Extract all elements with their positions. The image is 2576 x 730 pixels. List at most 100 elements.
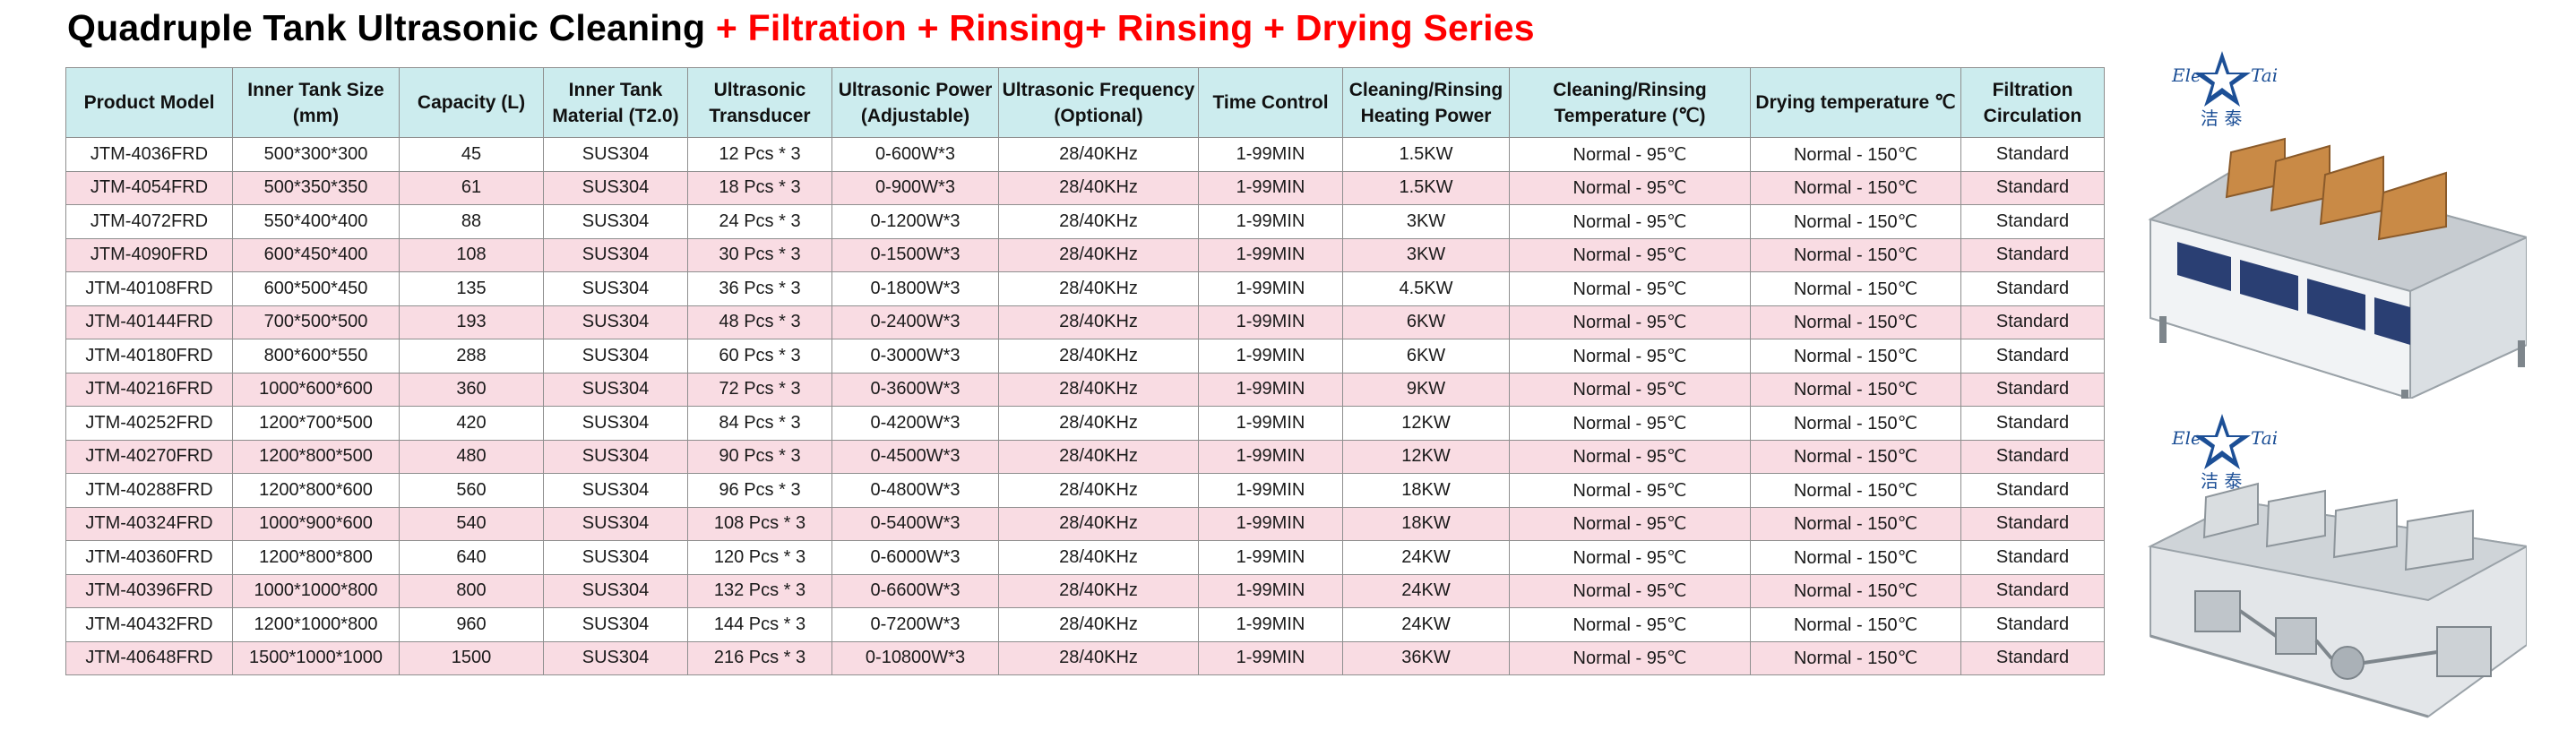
cell-frequency: 28/40KHz (998, 439, 1199, 474)
cell-transducer: 24 Pcs * 3 (687, 204, 832, 239)
cell-tank-size: 550*400*400 (232, 204, 400, 239)
cell-model: JTM-40432FRD (65, 607, 233, 642)
cell-time-control: 1-99MIN (1198, 439, 1343, 474)
header-row: Product Model Inner Tank Size (mm) Capac… (65, 67, 2105, 138)
cell-transducer: 48 Pcs * 3 (687, 305, 832, 339)
cell-heating-power: 24KW (1342, 540, 1510, 575)
cell-filtration: Standard (1960, 540, 2105, 575)
table-row: JTM-40396FRD 1000*1000*800 800 SUS304 132 Pc… (65, 573, 2105, 608)
cell-material: SUS304 (543, 406, 688, 441)
cell-material: SUS304 (543, 204, 688, 239)
cell-tank-size: 1000*1000*800 (232, 573, 400, 608)
cell-tank-size: 600*450*400 (232, 237, 400, 272)
cell-material: SUS304 (543, 473, 688, 508)
brand-logo: Ele Tai 洁 泰 (2171, 414, 2278, 492)
cell-temperature: Normal - 95℃ (1509, 473, 1751, 508)
cell-tank-size: 700*500*500 (232, 305, 400, 339)
col-header-filtration: Filtration Circulation (1960, 67, 2105, 138)
cell-frequency: 28/40KHz (998, 305, 1199, 339)
cell-power: 0-4800W*3 (831, 473, 999, 508)
cell-filtration: Standard (1960, 573, 2105, 608)
cell-filtration: Standard (1960, 372, 2105, 407)
col-header-heating-power: Cleaning/Rinsing Heating Power (1342, 67, 1510, 138)
svg-text:洁 泰: 洁 泰 (2201, 107, 2242, 129)
cell-time-control: 1-99MIN (1198, 271, 1343, 306)
cell-frequency: 28/40KHz (998, 473, 1199, 508)
svg-text:Tai: Tai (2251, 64, 2278, 86)
cell-capacity: 88 (399, 204, 544, 239)
cell-model: JTM-4036FRD (65, 137, 233, 172)
cell-filtration: Standard (1960, 137, 2105, 172)
cell-temperature: Normal - 95℃ (1509, 607, 1751, 642)
table-row: JTM-40648FRD 1500*1000*1000 1500 SUS304 216 … (65, 640, 2105, 675)
cell-transducer: 84 Pcs * 3 (687, 406, 832, 441)
table-row: JTM-40180FRD 800*600*550 288 SUS304 60 Pcs *… (65, 339, 2105, 374)
cell-drying-temp: Normal - 150℃ (1750, 473, 1961, 508)
cell-capacity: 640 (399, 540, 544, 575)
cell-drying-temp: Normal - 150℃ (1750, 204, 1961, 239)
cell-time-control: 1-99MIN (1198, 506, 1343, 541)
col-header-capacity: Capacity (L) (399, 67, 544, 138)
cell-capacity: 108 (399, 237, 544, 272)
cell-filtration: Standard (1960, 406, 2105, 441)
cell-temperature: Normal - 95℃ (1509, 506, 1751, 541)
cell-model: JTM-40360FRD (65, 540, 233, 575)
cell-drying-temp: Normal - 150℃ (1750, 573, 1961, 608)
cell-temperature: Normal - 95℃ (1509, 271, 1751, 306)
cell-frequency: 28/40KHz (998, 237, 1199, 272)
cell-temperature: Normal - 95℃ (1509, 170, 1751, 205)
cell-time-control: 1-99MIN (1198, 305, 1343, 339)
cell-time-control: 1-99MIN (1198, 237, 1343, 272)
cell-capacity: 1500 (399, 640, 544, 675)
cell-temperature: Normal - 95℃ (1509, 204, 1751, 239)
cell-power: 0-5400W*3 (831, 506, 999, 541)
cell-frequency: 28/40KHz (998, 204, 1199, 239)
col-header-material: Inner Tank Material (T2.0) (543, 67, 688, 138)
cell-transducer: 120 Pcs * 3 (687, 540, 832, 575)
cell-drying-temp: Normal - 150℃ (1750, 305, 1961, 339)
cell-frequency: 28/40KHz (998, 271, 1199, 306)
table-row: JTM-40432FRD 1200*1000*800 960 SUS304 144 Pc… (65, 607, 2105, 642)
table-row: JTM-40216FRD 1000*600*600 360 SUS304 72 Pcs … (65, 372, 2105, 407)
cell-tank-size: 600*500*450 (232, 271, 400, 306)
cell-material: SUS304 (543, 640, 688, 675)
cell-tank-size: 1200*800*800 (232, 540, 400, 575)
cell-power: 0-1200W*3 (831, 204, 999, 239)
cell-power: 0-4500W*3 (831, 439, 999, 474)
svg-text:Tai: Tai (2251, 427, 2278, 449)
cell-temperature: Normal - 95℃ (1509, 406, 1751, 441)
svg-text:洁 泰: 洁 泰 (2201, 470, 2242, 492)
cell-capacity: 61 (399, 170, 544, 205)
spec-table: Product Model Inner Tank Size (mm) Capac… (65, 67, 2105, 675)
cell-transducer: 60 Pcs * 3 (687, 339, 832, 374)
cell-model: JTM-40324FRD (65, 506, 233, 541)
cell-heating-power: 12KW (1342, 406, 1510, 441)
cell-temperature: Normal - 95℃ (1509, 372, 1751, 407)
table-row: JTM-40324FRD 1000*900*600 540 SUS304 108 Pcs… (65, 506, 2105, 541)
cell-transducer: 36 Pcs * 3 (687, 271, 832, 306)
cell-tank-size: 1000*900*600 (232, 506, 400, 541)
table-row: JTM-40270FRD 1200*800*500 480 SUS304 90 Pcs … (65, 439, 2105, 474)
cell-time-control: 1-99MIN (1198, 372, 1343, 407)
cell-heating-power: 18KW (1342, 473, 1510, 508)
cell-capacity: 800 (399, 573, 544, 608)
cell-power: 0-2400W*3 (831, 305, 999, 339)
cell-heating-power: 9KW (1342, 372, 1510, 407)
cell-frequency: 28/40KHz (998, 372, 1199, 407)
cell-filtration: Standard (1960, 204, 2105, 239)
cell-time-control: 1-99MIN (1198, 339, 1343, 374)
cell-model: JTM-40288FRD (65, 473, 233, 508)
cell-filtration: Standard (1960, 607, 2105, 642)
cell-frequency: 28/40KHz (998, 506, 1199, 541)
cell-drying-temp: Normal - 150℃ (1750, 406, 1961, 441)
table-row: JTM-4054FRD 500*350*350 61 SUS304 18 Pcs * 3… (65, 170, 2105, 205)
cell-tank-size: 1200*800*600 (232, 473, 400, 508)
cell-capacity: 360 (399, 372, 544, 407)
cell-capacity: 288 (399, 339, 544, 374)
cell-time-control: 1-99MIN (1198, 573, 1343, 608)
cell-temperature: Normal - 95℃ (1509, 305, 1751, 339)
table-row: JTM-40144FRD 700*500*500 193 SUS304 48 Pcs *… (65, 305, 2105, 339)
cell-model: JTM-40252FRD (65, 406, 233, 441)
cell-temperature: Normal - 95℃ (1509, 137, 1751, 172)
cell-transducer: 18 Pcs * 3 (687, 170, 832, 205)
